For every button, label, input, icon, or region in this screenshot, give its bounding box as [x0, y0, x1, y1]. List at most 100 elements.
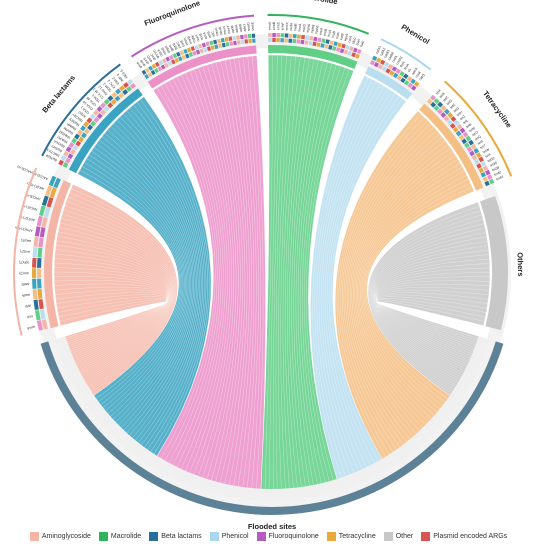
ribbon-line — [358, 162, 461, 421]
gene-cell — [252, 38, 256, 43]
gene-cell — [33, 236, 39, 247]
sector-others — [480, 196, 508, 331]
ribbon-line — [57, 298, 168, 343]
gene-cell — [351, 52, 356, 58]
gene-cell — [110, 98, 117, 105]
gene-cell — [381, 66, 387, 72]
gene-label: adeB — [238, 23, 243, 32]
gene-cell — [205, 41, 210, 47]
gene-cell — [296, 34, 301, 39]
legend-swatch — [29, 531, 39, 541]
gene-label: catA2 — [379, 47, 387, 57]
ribbon-line — [185, 72, 230, 475]
ribbon-line — [110, 126, 196, 435]
group-label-phenicol: Phenicol — [400, 22, 431, 46]
gene-label: ereA — [318, 27, 323, 36]
ribbon-line — [56, 294, 167, 347]
ribbon-line — [304, 67, 346, 484]
gene-cell — [320, 43, 325, 48]
ribbon-line — [376, 276, 490, 362]
group-label-fluoroquinolone: Fluoroquinolone — [143, 0, 201, 28]
gene-label: qnrD — [146, 54, 153, 63]
gene-cell — [443, 115, 450, 122]
gene-cell — [220, 37, 225, 43]
legend-item: Beta lactams — [149, 531, 202, 541]
gene-label: tet44 — [496, 175, 505, 182]
gene-cell — [446, 119, 453, 126]
ribbon-line — [361, 170, 465, 414]
gene-cell — [185, 53, 190, 59]
gene-cell — [456, 123, 463, 130]
gene-cell — [478, 167, 484, 174]
legend-label: Beta lactams — [161, 532, 202, 540]
gene-cell — [178, 56, 183, 62]
gene-label: strB — [24, 304, 31, 309]
gene-label: msrA — [297, 23, 302, 32]
gene-cell — [80, 125, 86, 132]
legend-swatch — [421, 531, 431, 541]
gene-cell — [224, 37, 229, 42]
gene-cell — [341, 43, 346, 49]
gene-cell — [176, 51, 181, 57]
gene-cell — [32, 289, 38, 300]
sector-aminoglycoside — [43, 180, 72, 329]
gene-cell — [484, 180, 490, 187]
gene-cell — [373, 62, 380, 68]
gene-cell — [482, 165, 489, 171]
gene-cell — [158, 60, 164, 66]
gene-cell — [471, 154, 478, 161]
gene-cell — [154, 68, 159, 74]
gene-label: vatA — [335, 31, 341, 39]
gene-cell — [186, 47, 192, 53]
gene-cell — [292, 38, 297, 44]
gene-label: APH(3')-IIIa — [15, 226, 33, 233]
gene-label: tetM — [468, 126, 476, 133]
gene-cell — [321, 38, 326, 43]
gene-label: mexA — [214, 27, 220, 37]
gene-label: catQ — [418, 73, 426, 81]
gene-cell — [36, 268, 42, 279]
ribbon-line — [352, 147, 451, 433]
gene-label: tet40 — [494, 170, 503, 177]
gene-cell — [426, 98, 433, 105]
ribbon-line — [54, 283, 168, 355]
ribbon-line — [362, 174, 467, 411]
gene-cell — [111, 91, 118, 98]
gene-label: blaNDM — [58, 130, 71, 140]
ribbon-line — [376, 300, 485, 340]
gene-cell — [38, 237, 44, 248]
legend-swatch — [98, 531, 108, 541]
gene-cell — [305, 35, 310, 40]
gene-cell — [36, 320, 43, 331]
gene-label: tet39 — [491, 165, 500, 172]
legend-label: Aminoglycoside — [41, 532, 91, 540]
gene-cell — [183, 48, 188, 54]
ribbon-line — [322, 88, 389, 472]
gene-cell — [164, 62, 169, 68]
gene-label: tetB — [439, 91, 447, 99]
gene-cell — [247, 33, 252, 39]
ribbon-line — [293, 60, 324, 488]
gene-cell — [232, 35, 237, 41]
ribbon-line — [233, 58, 255, 489]
ribbon-line — [107, 129, 194, 432]
legend-label: Tetracycline — [338, 532, 376, 540]
target-inner-ring — [53, 336, 491, 502]
ribbon-line — [328, 95, 400, 466]
ribbon-line — [54, 276, 168, 359]
ribbon-line — [181, 74, 228, 473]
gene-cell — [437, 101, 444, 108]
gene-cell — [141, 69, 147, 75]
gene-label: tetH — [456, 110, 464, 117]
gene-label: tetO — [471, 130, 479, 137]
gene-label: ant(2'') — [20, 249, 30, 254]
gene-label: oleC — [351, 36, 357, 44]
gene-cell — [449, 123, 456, 129]
ribbon-line — [242, 56, 259, 490]
gene-label: aac(6')-Ib-cr — [25, 181, 44, 191]
gene-cell — [455, 130, 462, 137]
gene-cell — [96, 105, 103, 112]
ribbon-line — [359, 166, 463, 418]
gene-cell — [389, 70, 395, 76]
gene-label: vgaA — [343, 33, 349, 42]
